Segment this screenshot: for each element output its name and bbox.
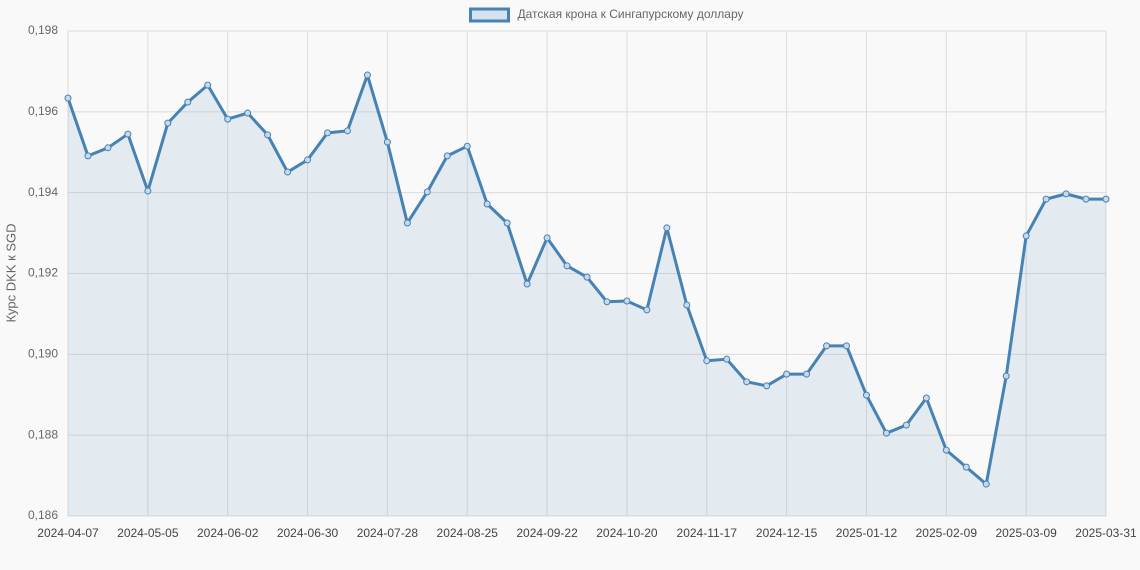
x-tick-label: 2024-10-20 xyxy=(596,526,658,540)
point xyxy=(343,127,351,135)
y-tick-label: 0,196 xyxy=(28,104,58,118)
x-tick-label: 2024-07-28 xyxy=(357,526,419,540)
point xyxy=(803,370,811,378)
point xyxy=(902,421,910,429)
point xyxy=(363,71,371,79)
point xyxy=(783,370,791,378)
point xyxy=(563,262,571,270)
point xyxy=(523,280,531,288)
point xyxy=(383,138,391,146)
point xyxy=(763,382,771,390)
point xyxy=(843,342,850,350)
point xyxy=(64,94,72,102)
y-tick-label: 0,198 xyxy=(28,23,58,37)
point xyxy=(882,429,890,437)
point xyxy=(1062,190,1070,198)
point xyxy=(823,342,831,350)
point xyxy=(643,306,651,314)
point xyxy=(543,234,551,242)
point xyxy=(264,131,272,139)
point xyxy=(463,142,471,150)
legend-swatch xyxy=(469,7,511,23)
point xyxy=(284,168,292,176)
point xyxy=(443,152,451,160)
point xyxy=(1042,195,1050,203)
point xyxy=(663,224,671,232)
point xyxy=(723,355,731,363)
point xyxy=(1002,372,1010,380)
point xyxy=(1022,232,1030,240)
x-tick-label: 2025-03-31 xyxy=(1075,526,1137,540)
legend-label: Датская крона к Сингапурскому доллару xyxy=(518,7,744,21)
x-tick-label: 2024-06-02 xyxy=(197,526,259,540)
point xyxy=(483,200,491,208)
point xyxy=(104,144,112,152)
x-tick-label: 2024-11-17 xyxy=(677,526,738,540)
x-tick-label: 2024-05-05 xyxy=(117,526,179,540)
point xyxy=(304,156,312,164)
point xyxy=(962,463,970,471)
x-tick-label: 2024-09-22 xyxy=(516,526,578,540)
x-tick-label: 2024-08-25 xyxy=(437,526,499,540)
point xyxy=(144,187,152,195)
point xyxy=(703,357,711,365)
y-tick-label: 0,194 xyxy=(28,185,58,199)
point xyxy=(164,119,172,127)
point xyxy=(683,301,691,309)
point xyxy=(922,394,930,402)
point xyxy=(982,480,990,488)
point xyxy=(124,130,132,138)
x-tick-label: 2024-06-30 xyxy=(277,526,339,540)
x-tick-label: 2025-03-09 xyxy=(995,526,1057,540)
point xyxy=(204,81,212,89)
point xyxy=(84,152,92,160)
y-tick-label: 0,192 xyxy=(28,266,58,280)
point xyxy=(743,378,751,386)
point xyxy=(583,273,591,281)
point xyxy=(503,219,511,227)
y-tick-label: 0,186 xyxy=(28,508,58,522)
y-tick-label: 0,190 xyxy=(28,347,58,361)
point xyxy=(423,188,431,196)
point xyxy=(942,446,950,454)
point xyxy=(324,129,331,137)
x-tick-label: 2025-02-09 xyxy=(916,526,978,540)
point xyxy=(1082,195,1090,203)
point xyxy=(1102,195,1110,203)
point xyxy=(603,298,611,306)
y-tick-label: 0,188 xyxy=(28,427,58,441)
x-tick-label: 2025-01-12 xyxy=(836,526,898,540)
point xyxy=(184,98,192,106)
point xyxy=(244,109,252,117)
y-axis-label: Курс DKK к SGD xyxy=(3,223,18,322)
point xyxy=(224,115,232,123)
point xyxy=(623,297,631,305)
point xyxy=(862,391,870,399)
area xyxy=(68,75,1106,516)
x-tick-label: 2024-04-07 xyxy=(37,526,99,540)
point xyxy=(403,219,411,227)
x-tick-label: 2024-12-15 xyxy=(756,526,818,540)
